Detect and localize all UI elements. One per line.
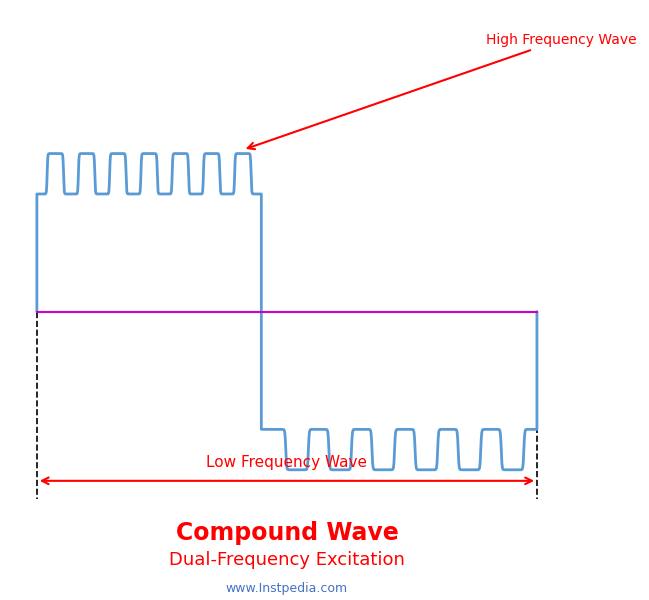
Text: www.Instpedia.com: www.Instpedia.com [226, 583, 348, 595]
Text: Dual-Frequency Excitation: Dual-Frequency Excitation [169, 551, 405, 569]
Text: High Frequency Wave: High Frequency Wave [248, 32, 637, 149]
Text: Low Frequency Wave: Low Frequency Wave [206, 455, 367, 470]
Text: Compound Wave: Compound Wave [175, 521, 398, 545]
